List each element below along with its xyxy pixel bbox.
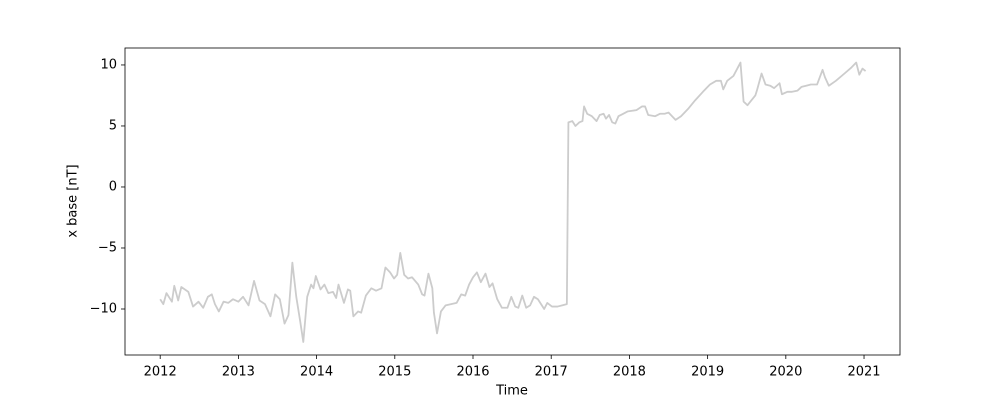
x-axis-label: Time	[495, 384, 528, 399]
x-tick-label: 2015	[378, 365, 411, 380]
data-line	[159, 61, 867, 343]
x-tick-label: 2012	[144, 365, 177, 380]
plot-frame	[124, 47, 901, 356]
x-tick-label: 2019	[691, 365, 724, 380]
y-tick-label: 10	[100, 57, 117, 72]
x-tick-label: 2013	[222, 365, 255, 380]
x-tick-label: 2016	[456, 365, 489, 380]
y-tick-label: −10	[90, 301, 117, 316]
x-tick-label: 2014	[300, 365, 333, 380]
x-tick-label: 2021	[847, 365, 880, 380]
x-tick-label: 2018	[613, 365, 646, 380]
y-tick-label: 0	[109, 179, 117, 194]
y-tick-label: −5	[98, 240, 117, 255]
y-tick-label: 5	[109, 118, 117, 133]
y-axis-label: x base [nT]	[66, 164, 81, 237]
x-tick-label: 2020	[769, 365, 802, 380]
x-tick-label: 2017	[535, 365, 568, 380]
